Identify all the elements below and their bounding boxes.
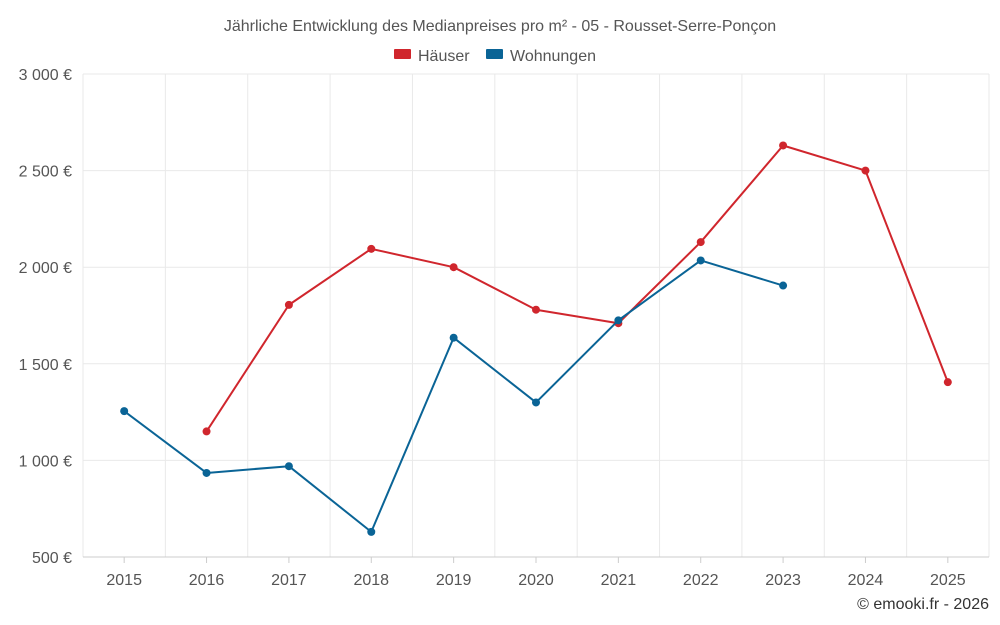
y-tick-label: 500 € — [32, 550, 72, 567]
data-point — [943, 378, 952, 387]
x-tick-label: 2020 — [518, 572, 554, 589]
data-point — [861, 166, 870, 175]
y-tick-label: 1 000 € — [19, 453, 72, 470]
y-tick-label: 2 000 € — [19, 260, 72, 277]
x-tick-label: 2015 — [106, 572, 142, 589]
data-point — [449, 263, 458, 272]
series-line — [205, 144, 949, 432]
axes: 500 € 1 000 € 1 500 € 2 000 € 2 500 € 3 000 €… — [19, 67, 989, 589]
data-point — [779, 281, 788, 290]
x-tick-label: 2018 — [353, 572, 389, 589]
x-tick-label: 2019 — [436, 572, 472, 589]
y-tick-label: 3 000 € — [19, 67, 72, 84]
data-point — [202, 427, 211, 436]
data-point — [120, 407, 129, 416]
data-point — [532, 398, 540, 407]
data-point — [779, 141, 788, 150]
y-tick-label: 2 500 € — [19, 164, 72, 181]
data-point — [284, 462, 293, 471]
data-point — [367, 244, 376, 253]
data-point — [284, 300, 293, 309]
x-tick-label: 2023 — [765, 572, 801, 589]
data-point — [367, 527, 376, 536]
x-tick-label: 2017 — [271, 572, 307, 589]
credit-text: © emooki.fr - 2026 — [857, 596, 989, 613]
x-tick-label: 2025 — [930, 572, 966, 589]
legend-label-häuser: Häuser — [418, 48, 470, 65]
legend: Häuser Wohnungen — [394, 48, 596, 65]
legend-swatch-wohnungen — [486, 49, 503, 59]
x-tick-label: 2016 — [189, 572, 225, 589]
series-line — [123, 259, 784, 533]
series-wohnungen — [120, 256, 788, 536]
x-tick-label: 2024 — [848, 572, 884, 589]
data-point — [532, 305, 540, 314]
chart-title: Jährliche Entwicklung des Medianpreises … — [224, 18, 776, 35]
x-tick-label: 2022 — [683, 572, 719, 589]
data-point — [449, 333, 458, 342]
series-layer — [120, 141, 952, 536]
x-tick-label: 2021 — [601, 572, 637, 589]
grid — [82, 73, 990, 558]
legend-swatch-häuser — [394, 49, 411, 59]
data-point — [614, 316, 623, 325]
legend-label-wohnungen: Wohnungen — [510, 48, 596, 65]
data-point — [202, 468, 211, 477]
data-point — [696, 256, 705, 265]
y-tick-label: 1 500 € — [19, 357, 72, 374]
series-häuser — [202, 141, 952, 436]
data-point — [696, 238, 705, 247]
